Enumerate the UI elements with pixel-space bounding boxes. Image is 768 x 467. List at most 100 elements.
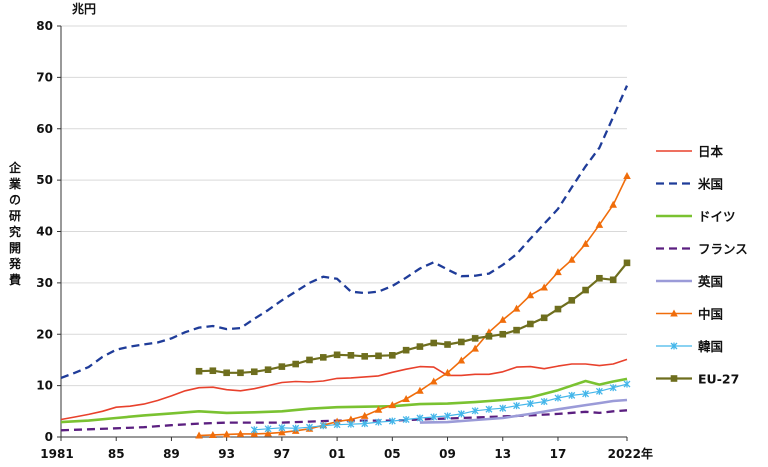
x-tick-label: 05 [384, 447, 401, 461]
data-point [278, 428, 286, 436]
data-point [264, 429, 272, 437]
data-point [319, 422, 327, 430]
data-point [499, 404, 507, 412]
gridlines [61, 25, 627, 387]
data-point [554, 394, 562, 402]
x-tick-label: 13 [494, 447, 511, 461]
data-point [526, 400, 534, 408]
legend-label: 韓国 [698, 339, 723, 354]
data-point [430, 339, 438, 347]
y-tick-label: 20 [36, 327, 53, 341]
data-point [292, 424, 300, 432]
data-point [416, 386, 424, 394]
x-tick-label: 17 [550, 447, 567, 461]
legend-label: 中国 [698, 307, 723, 322]
axes: 0 10 20 30 40 50 60 70 80 1981 85 89 93 97 01 05 09 13 17 2… [36, 19, 653, 461]
legend-label: 米国 [697, 177, 723, 192]
legend-item: ドイツ [656, 209, 736, 224]
data-point [485, 405, 493, 413]
data-point [444, 341, 451, 348]
data-point [568, 297, 576, 304]
legend-item: 日本 [656, 144, 724, 159]
data-point [347, 415, 355, 423]
data-point [306, 356, 313, 364]
legend-marker [670, 309, 678, 317]
data-point [527, 320, 534, 328]
data-point [429, 377, 438, 385]
y-tick-label: 50 [36, 173, 53, 187]
series-2 [60, 377, 628, 424]
data-point [582, 286, 589, 294]
data-point [250, 426, 258, 434]
data-point [402, 416, 410, 424]
series-line [419, 398, 628, 424]
data-point [471, 407, 479, 415]
data-series [60, 85, 631, 439]
data-point [513, 326, 520, 334]
x-tick-label: 01 [329, 447, 346, 461]
data-point [222, 430, 231, 438]
data-point [375, 418, 382, 426]
unit-label: 兆円 [72, 1, 96, 16]
data-point [582, 390, 590, 398]
series-line [60, 377, 628, 424]
x-tick-label: 97 [274, 447, 291, 461]
series-0 [60, 358, 628, 421]
data-point [471, 344, 479, 352]
data-point [388, 401, 397, 409]
series-line [198, 262, 628, 374]
legend-marker [670, 342, 678, 350]
legend-item: EU-27 [656, 372, 739, 387]
data-point [236, 429, 245, 437]
data-point [402, 394, 410, 402]
data-point [623, 259, 631, 267]
data-point [319, 354, 327, 361]
data-point [333, 421, 341, 429]
data-point [389, 352, 396, 359]
x-tick-label: 09 [439, 447, 456, 461]
legend-item: 英国 [656, 274, 723, 289]
x-tick-label: 2022年 [608, 446, 653, 461]
y-tick-label: 40 [36, 225, 53, 239]
data-point [443, 368, 452, 376]
y-axis-label: 企業の研究開発費 [8, 160, 22, 287]
data-point [402, 346, 410, 354]
legend-label: 英国 [698, 274, 723, 289]
series-line [60, 358, 628, 421]
data-point [416, 343, 424, 350]
legend-label: EU-27 [698, 372, 739, 387]
data-point [540, 398, 548, 406]
data-point [264, 425, 272, 433]
series-4 [419, 398, 628, 424]
data-point [388, 417, 396, 425]
data-point [568, 391, 576, 399]
x-tick-label: 89 [163, 447, 180, 461]
data-point [375, 352, 382, 360]
data-point [237, 369, 244, 377]
data-point [209, 367, 217, 375]
data-point [457, 356, 466, 364]
legend-item: 韓国 [656, 339, 723, 354]
data-point [512, 304, 521, 312]
data-point [361, 353, 369, 360]
data-point [540, 314, 548, 322]
y-tick-label: 80 [36, 19, 53, 33]
x-tick-label: 85 [108, 447, 125, 461]
data-point [361, 420, 369, 428]
data-point [498, 315, 507, 323]
data-point [264, 366, 272, 373]
data-point [223, 369, 230, 377]
legend-label: フランス [698, 242, 748, 257]
data-point [623, 380, 631, 388]
data-point [526, 291, 535, 299]
y-tick-label: 0 [45, 430, 53, 444]
legend-label: 日本 [698, 144, 724, 159]
data-point [278, 363, 286, 370]
legend-item: フランス [656, 242, 748, 257]
data-point [278, 424, 286, 432]
data-point [609, 200, 617, 208]
data-point [595, 387, 603, 395]
legend-marker [670, 375, 678, 382]
data-point [292, 360, 299, 368]
